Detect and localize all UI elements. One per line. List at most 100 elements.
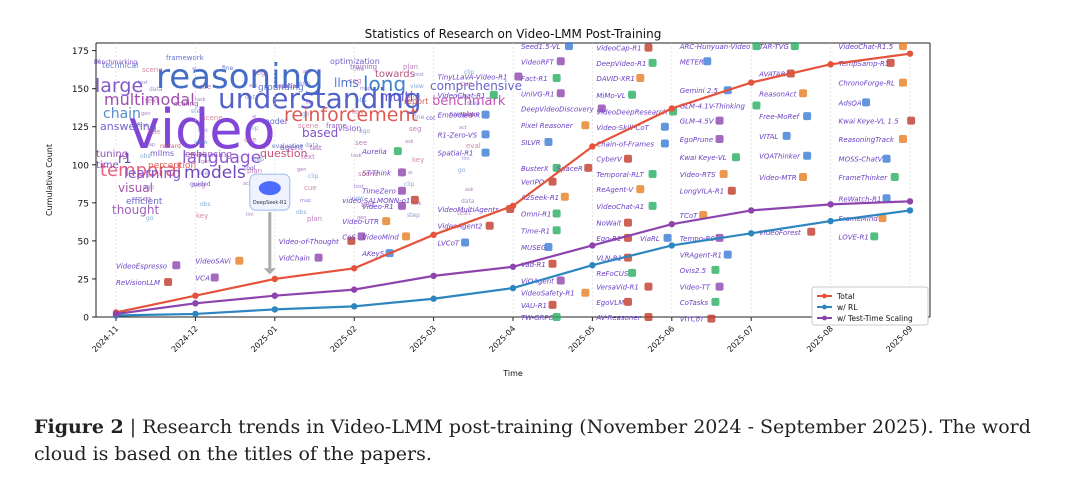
paper-logo-icon [552, 313, 561, 322]
paper-label: VAU-R1 [521, 302, 547, 310]
y-tick-label: 175 [72, 47, 89, 57]
wordcloud-filler: ai [192, 66, 196, 72]
wordcloud-filler: llm [306, 100, 314, 106]
paper-logo-icon [752, 101, 761, 110]
deepseek-whale-icon [258, 181, 281, 196]
wordcloud-word: test [310, 145, 322, 152]
paper-label: Fact-R1 [521, 75, 548, 83]
wordcloud-word: cot [426, 115, 436, 122]
data-point [351, 286, 358, 293]
paper-label: VideoAgent2 [438, 223, 483, 231]
wordcloud-filler: cue [460, 80, 473, 88]
wordcloud-filler: gen [141, 111, 150, 117]
data-point [351, 303, 358, 310]
paper-logo-icon [799, 89, 808, 98]
data-point [192, 300, 199, 307]
paper-logo-icon [481, 148, 490, 157]
paper-logo-icon [807, 227, 816, 236]
wordcloud-word: reward [160, 143, 181, 150]
paper-logo-icon [623, 218, 632, 227]
data-point [906, 198, 914, 205]
wordcloud-word: thought [112, 203, 159, 217]
paper-label: AV-Reasoner [595, 314, 641, 322]
paper-logo-icon [715, 116, 724, 125]
data-point [271, 306, 278, 313]
wordcloud-filler: ego [143, 184, 155, 191]
paper-logo-icon [648, 201, 657, 210]
paper-logo-icon [711, 265, 720, 274]
paper-label: VersaVid-R1 [596, 284, 639, 292]
paper-logo-icon [397, 186, 406, 195]
paper-logo-icon [636, 185, 645, 194]
wordcloud-filler: map [360, 86, 371, 92]
paper-logo-icon [597, 104, 606, 113]
wordcloud-filler: clip [464, 69, 475, 76]
paper-logo-icon [799, 173, 808, 181]
wordcloud-filler: map [300, 198, 311, 204]
wordcloud-word: multimodal [104, 90, 195, 109]
paper-logo-icon [314, 253, 323, 262]
paper-label: FrameMind [839, 215, 879, 223]
paper-label: ChronoForge-RL [839, 80, 896, 88]
data-point [827, 61, 834, 68]
data-point [271, 292, 278, 299]
paper-label: Gemini 2.5 [680, 87, 719, 95]
paper-label: A2Seek-R1 [520, 194, 559, 202]
wordcloud-word: framework [166, 54, 205, 62]
paper-logo-icon [644, 282, 653, 291]
paper-label: Kwai Keye-VL 1.5 [839, 118, 900, 126]
wordcloud-word: llms [334, 76, 359, 90]
paper-label: SILVR [521, 139, 541, 147]
wordcloud-word: model [262, 117, 287, 126]
legend-label: w/ Test-Time Scaling [837, 314, 913, 323]
paper-label: VideoForest [759, 229, 801, 237]
wordcloud-word: benchmark [432, 94, 506, 109]
x-axis-label: Time [502, 369, 523, 378]
paper-logo-icon [556, 57, 565, 66]
paper-label: VCA [195, 274, 210, 282]
paper-label: Embodied-R [438, 112, 481, 120]
wordcloud-filler: text [354, 184, 364, 190]
paper-label: VLN-R1 [596, 255, 622, 263]
wordcloud-filler: obs [296, 209, 307, 216]
paper-logo-icon [719, 169, 728, 178]
paper-logo-icon [481, 110, 490, 119]
paper-logo-icon [581, 288, 590, 297]
paper-label: Seed1.5-VL [521, 43, 561, 51]
paper-logo-icon [790, 42, 799, 51]
paper-label: TCoT [680, 212, 698, 220]
wordcloud-word: agent [280, 143, 303, 152]
wordcloud-filler: step [467, 100, 480, 107]
x-tick-label: 2025-02 [329, 324, 359, 354]
legend-marker [822, 315, 827, 321]
wordcloud-filler: act [243, 181, 251, 187]
paper-label: FrameThinker [839, 174, 889, 182]
paper-label: GLM-4.5V [680, 118, 715, 126]
wordcloud-filler: plan [247, 167, 262, 175]
x-tick-label: 2025-09 [884, 324, 914, 354]
wordcloud-filler: task [255, 145, 266, 151]
wordcloud-word: training [350, 63, 377, 71]
paper-label: TAR-TVG [759, 43, 789, 51]
wordcloud-filler: scene [142, 66, 163, 74]
paper-label: NoWait [596, 220, 621, 228]
wordcloud-filler: scene [298, 122, 319, 130]
wordcloud-word: question [260, 147, 308, 160]
wordcloud-word: efficient [126, 197, 163, 207]
data-point [509, 202, 517, 210]
paper-label: DAVID-XR1 [596, 75, 634, 83]
paper-logo-icon [715, 134, 724, 143]
paper-label: VQAThinker [759, 153, 801, 161]
y-axis-label: Cumulative Count [45, 144, 54, 216]
wordcloud-filler: key [412, 156, 424, 164]
legend-box [811, 286, 929, 326]
paper-label: MOSS-ChatV [839, 156, 884, 164]
wordcloud-word: based [302, 126, 338, 140]
paper-logo-icon [782, 131, 791, 140]
wordcloud-word: optimization [330, 57, 380, 66]
wordcloud-filler: key [352, 108, 364, 116]
wordcloud-word: r1 [118, 152, 132, 167]
data-point [668, 105, 675, 112]
paper-logo-icon [560, 192, 569, 201]
x-tick-label: 2025-08 [805, 324, 835, 354]
